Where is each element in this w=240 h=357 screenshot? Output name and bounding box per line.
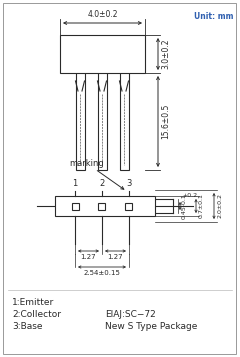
Bar [120, 71, 128, 170]
Bar [60, 35, 145, 73]
Text: 2.0±0.2: 2.0±0.2 [217, 193, 222, 218]
Bar [97, 71, 107, 170]
Bar [126, 202, 132, 210]
Text: 3: 3 [126, 179, 132, 188]
Bar [72, 202, 78, 210]
Text: 3.0±0.2: 3.0±0.2 [161, 39, 170, 69]
Text: Unit: mm: Unit: mm [193, 12, 233, 21]
Text: 1.27: 1.27 [81, 254, 96, 260]
Bar [98, 202, 106, 210]
Text: +0.2: +0.2 [182, 193, 197, 198]
Bar [55, 196, 155, 216]
Text: 2.54±0.15: 2.54±0.15 [84, 270, 120, 276]
Bar [76, 71, 84, 170]
Text: 0.45-0.1: 0.45-0.1 [182, 193, 187, 219]
Text: EIAJ:SC−72: EIAJ:SC−72 [105, 310, 156, 319]
Text: New S Type Package: New S Type Package [105, 322, 197, 331]
Text: 0.7±0.1: 0.7±0.1 [199, 193, 204, 218]
Text: 1:Emitter: 1:Emitter [12, 298, 54, 307]
Text: 2: 2 [99, 179, 105, 188]
Text: 3:Base: 3:Base [12, 322, 42, 331]
Text: marking: marking [70, 159, 104, 168]
Text: 15.6±0.5: 15.6±0.5 [161, 104, 170, 139]
Text: 1: 1 [72, 179, 78, 188]
Text: 2:Collector: 2:Collector [12, 310, 61, 319]
Text: 4.0±0.2: 4.0±0.2 [87, 10, 118, 19]
Text: 1.27: 1.27 [108, 254, 123, 260]
